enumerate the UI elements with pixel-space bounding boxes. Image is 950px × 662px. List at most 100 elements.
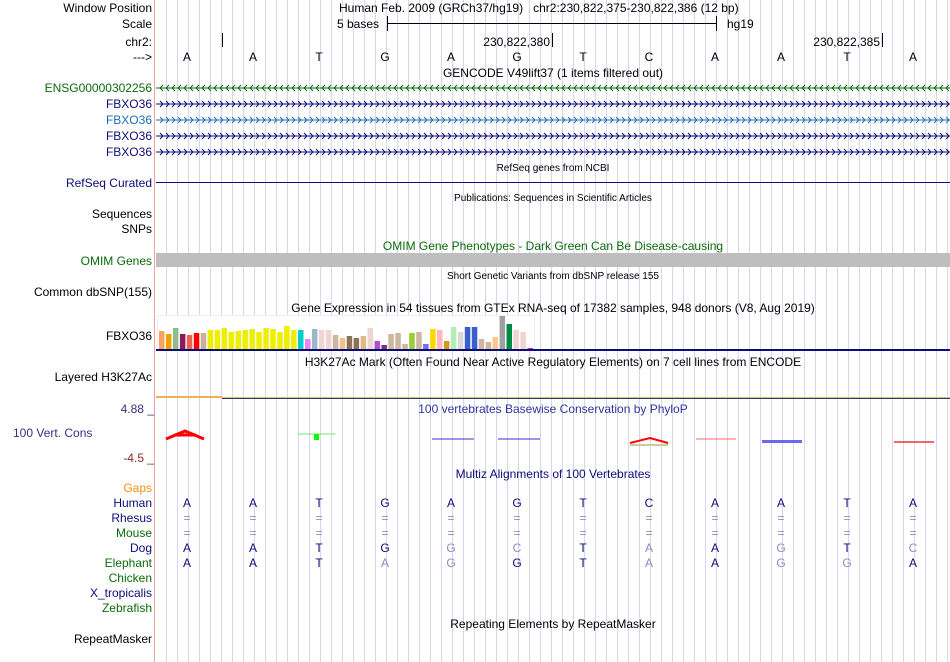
gencode-gene-plus-strand[interactable] bbox=[156, 99, 950, 109]
gtex-tissue-bar[interactable] bbox=[374, 341, 381, 349]
species-label[interactable]: Elephant bbox=[104, 556, 152, 570]
base-letter: T bbox=[843, 50, 851, 64]
gtex-tissue-bar[interactable] bbox=[478, 339, 485, 349]
gtex-tissue-bar[interactable] bbox=[395, 333, 401, 349]
gtex-tissue-bar[interactable] bbox=[416, 332, 422, 349]
gtex-tissue-bar[interactable] bbox=[492, 337, 499, 349]
phylop-signal[interactable] bbox=[156, 425, 950, 450]
gtex-tissue-bar[interactable] bbox=[367, 328, 374, 349]
gencode-gene-plus-strand[interactable] bbox=[156, 131, 950, 141]
gtex-tissue-bar[interactable] bbox=[221, 328, 228, 349]
gtex-tissue-bar[interactable] bbox=[235, 331, 242, 349]
gtex-tissue-bar[interactable] bbox=[200, 333, 207, 349]
alignment-base: = bbox=[777, 511, 785, 525]
gtex-tissue-bar[interactable] bbox=[311, 329, 318, 349]
gtex-tissue-bar[interactable] bbox=[263, 328, 269, 349]
strand-arrows bbox=[156, 84, 950, 92]
gtex-tissue-bar[interactable] bbox=[485, 342, 492, 349]
species-label[interactable]: X_tropicalis bbox=[89, 586, 152, 600]
gtex-tissue-bar[interactable] bbox=[499, 316, 506, 349]
species-label[interactable]: Rhesus bbox=[111, 511, 152, 525]
gtex-tissue-bar[interactable] bbox=[318, 330, 325, 349]
repeatmasker-track-label[interactable]: RepeatMasker bbox=[73, 632, 152, 646]
phylop-max-label: 4.88 _ bbox=[120, 402, 154, 416]
gtex-tissue-bar[interactable] bbox=[186, 335, 193, 349]
gtex-tissue-bar[interactable] bbox=[277, 332, 283, 349]
gtex-track-label[interactable]: FBXO36 bbox=[105, 329, 152, 343]
gtex-tissue-bar[interactable] bbox=[284, 326, 290, 349]
alignment-base: C bbox=[644, 496, 654, 510]
chrom-tick-label: 230,822,380 bbox=[483, 35, 550, 49]
gtex-tissue-bar[interactable] bbox=[305, 339, 311, 349]
gtex-tissue-bar[interactable] bbox=[457, 332, 464, 349]
gtex-tissue-bar[interactable] bbox=[450, 327, 457, 349]
gencode-item-label[interactable]: FBXO36 bbox=[105, 129, 152, 143]
gtex-bar-chart[interactable] bbox=[156, 310, 556, 352]
gtex-tissue-bar[interactable] bbox=[159, 331, 165, 349]
gtex-tissue-bar[interactable] bbox=[353, 338, 360, 349]
alignment-base: = bbox=[183, 526, 191, 540]
gtex-tissue-bar[interactable] bbox=[172, 328, 179, 349]
phylop-track-label[interactable]: 100 Vert. Cons bbox=[13, 426, 93, 440]
gencode-item-label[interactable]: FBXO36 bbox=[105, 97, 152, 111]
gtex-tissue-bar[interactable] bbox=[443, 341, 450, 349]
h3k27ac-track-label[interactable]: Layered H3K27Ac bbox=[54, 370, 152, 384]
gtex-tissue-bar[interactable] bbox=[214, 330, 221, 349]
gtex-tissue-bar[interactable] bbox=[270, 329, 276, 349]
gtex-tissue-bar[interactable] bbox=[249, 329, 255, 349]
gtex-tissue-bar[interactable] bbox=[527, 348, 533, 349]
gtex-tissue-bar[interactable] bbox=[437, 330, 443, 349]
gtex-tissue-bar[interactable] bbox=[402, 344, 408, 349]
gtex-tissue-bar[interactable] bbox=[228, 332, 235, 349]
alignment-base: A bbox=[248, 541, 257, 555]
gtex-tissue-bar[interactable] bbox=[423, 344, 429, 349]
gencode-gene-plus-strand[interactable] bbox=[156, 115, 950, 125]
gencode-gene-minus-strand[interactable] bbox=[156, 83, 950, 93]
gtex-tissue-bar[interactable] bbox=[471, 327, 478, 349]
strand-arrows bbox=[156, 116, 950, 124]
gtex-tissue-bar[interactable] bbox=[506, 324, 513, 349]
gtex-tissue-bar[interactable] bbox=[165, 334, 172, 349]
gtex-tissue-bar[interactable] bbox=[298, 330, 304, 349]
refseq-gene-line[interactable] bbox=[156, 182, 950, 183]
gtex-tissue-bar[interactable] bbox=[179, 334, 186, 349]
gencode-item-label[interactable]: FBXO36 bbox=[105, 145, 152, 159]
gtex-tissue-bar[interactable] bbox=[325, 330, 332, 349]
gencode-gene-plus-strand[interactable] bbox=[156, 147, 950, 157]
species-label[interactable]: Chicken bbox=[108, 571, 152, 585]
alignment-base: G bbox=[380, 541, 390, 555]
gtex-tissue-bar[interactable] bbox=[388, 334, 394, 349]
omim-gene-bar[interactable] bbox=[156, 253, 950, 267]
gtex-tissue-bar[interactable] bbox=[464, 327, 471, 349]
species-label[interactable]: Mouse bbox=[115, 526, 152, 540]
gtex-tissue-bar[interactable] bbox=[291, 330, 297, 349]
refseq-track-label[interactable]: RefSeq Curated bbox=[65, 176, 152, 190]
gtex-tissue-bar[interactable] bbox=[513, 330, 519, 349]
species-label[interactable]: Zebrafish bbox=[101, 601, 152, 615]
gtex-tissue-bar[interactable] bbox=[242, 330, 248, 349]
alignment-base: A bbox=[644, 541, 653, 555]
gtex-track-title: Gene Expression in 54 tissues from GTEx … bbox=[291, 301, 815, 315]
gtex-tissue-bar[interactable] bbox=[520, 332, 526, 349]
gtex-tissue-bar[interactable] bbox=[207, 330, 214, 349]
gtex-tissue-bar[interactable] bbox=[360, 336, 367, 349]
omim-track-label[interactable]: OMIM Genes bbox=[80, 254, 152, 268]
gtex-tissue-bar[interactable] bbox=[193, 333, 200, 349]
gtex-tissue-bar[interactable] bbox=[332, 335, 339, 349]
chrom-tick bbox=[552, 33, 553, 47]
gencode-item-label[interactable]: ENSG00000302256 bbox=[44, 81, 152, 95]
species-label[interactable]: Dog bbox=[129, 541, 152, 555]
gtex-tissue-bar[interactable] bbox=[409, 333, 415, 349]
gtex-tissue-bar[interactable] bbox=[430, 329, 436, 349]
gtex-tissue-bar[interactable] bbox=[256, 332, 262, 349]
alignment-base: T bbox=[843, 496, 851, 510]
snps-track-label[interactable]: SNPs bbox=[121, 222, 152, 236]
gtex-tissue-bar[interactable] bbox=[346, 336, 353, 349]
sequences-track-label[interactable]: Sequences bbox=[91, 207, 152, 221]
gtex-tissue-bar[interactable] bbox=[339, 338, 346, 349]
gtex-tissue-bar[interactable] bbox=[381, 345, 387, 349]
gencode-item-label[interactable]: FBXO36 bbox=[105, 113, 152, 127]
dbsnp-track-label[interactable]: Common dbSNP(155) bbox=[33, 285, 152, 299]
species-label[interactable]: Human bbox=[113, 496, 152, 510]
